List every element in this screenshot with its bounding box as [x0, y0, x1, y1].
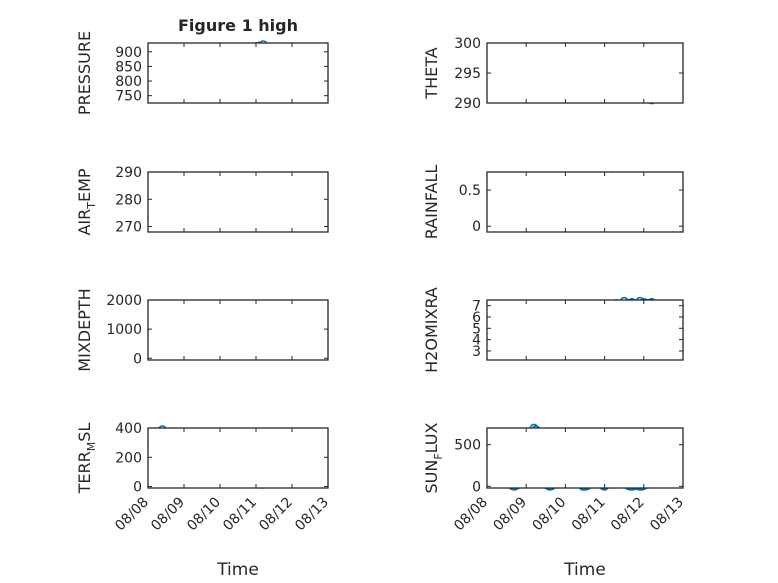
- y-tick-label: 850: [115, 59, 142, 75]
- x-tick-label: 08/13: [292, 494, 332, 534]
- y-axis-label: AIRTEMP: [75, 168, 98, 235]
- subplot-theta: 290 295 300 THETA: [422, 36, 684, 112]
- y-tick-label: 1000: [106, 322, 142, 338]
- subplot-air-temp: 270 280 290 AIRTEMP: [75, 165, 329, 236]
- subplot-rainfall: 0 0.5 RAINFALL: [422, 165, 684, 240]
- y-tick-label: 800: [115, 74, 142, 90]
- y-axis-label: TERRMSL: [75, 423, 98, 495]
- y-axis-label: PRESSURE: [75, 31, 94, 115]
- y-axis-label: H2OMIXRA: [422, 287, 441, 373]
- y-tick-label: 0: [472, 479, 481, 495]
- x-tick-label: 08/09: [490, 494, 530, 534]
- y-tick-label: 0.5: [459, 183, 481, 199]
- x-tick-label: 08/12: [256, 494, 296, 534]
- y-tick-label: 0: [472, 219, 481, 235]
- y-tick-label: 280: [115, 192, 142, 208]
- y-tick-label: 900: [115, 45, 142, 61]
- y-tick-label: 400: [115, 421, 142, 437]
- y-tick-label: 5: [472, 321, 481, 337]
- y-tick-label: 4: [472, 333, 481, 349]
- y-tick-label: 3: [472, 344, 481, 360]
- axes-frame: [147, 299, 329, 361]
- y-axis-label: SUNFLUX: [422, 422, 445, 493]
- axes-frame: [486, 427, 684, 489]
- subplot-sun-flux: 0 500 08/08 08/09 08/10 08/11 08/12 08/13 Time SU…: [422, 422, 687, 580]
- x-tick-label: 08/09: [148, 494, 188, 534]
- y-tick-label: 300: [454, 36, 481, 52]
- y-tick-label: 290: [115, 165, 142, 181]
- x-axis-label: Time: [216, 560, 259, 580]
- x-tick-label: 08/12: [608, 494, 648, 534]
- y-tick-label: 750: [115, 89, 142, 105]
- axes-frame: [147, 427, 329, 489]
- y-tick-label: 295: [454, 66, 481, 82]
- axes-frame: [486, 171, 684, 233]
- y-tick-label: 6: [472, 310, 481, 326]
- y-tick-label: 0: [133, 351, 142, 367]
- y-tick-label: 200: [115, 450, 142, 466]
- y-tick-label: 270: [115, 220, 142, 236]
- x-tick-label: 08/10: [184, 494, 224, 534]
- axes-frame: [486, 42, 684, 104]
- y-axis-label: MIXDEPTH: [75, 288, 94, 371]
- chart-title: Figure 1 high: [178, 16, 298, 35]
- x-tick-label: 08/08: [112, 494, 152, 534]
- x-tick-label: 08/11: [220, 494, 260, 534]
- axes-frame: [147, 171, 329, 233]
- x-tick-label: 08/08: [451, 494, 491, 534]
- y-tick-label: 0: [133, 480, 142, 496]
- axes-frame: [486, 299, 684, 361]
- x-tick-label: 08/11: [569, 494, 609, 534]
- y-tick-label: 7: [472, 299, 481, 315]
- x-tick-label: 08/10: [530, 494, 570, 534]
- x-axis-label: Time: [563, 560, 606, 580]
- y-axis-label: THETA: [422, 47, 441, 99]
- y-tick-label: 500: [454, 438, 481, 454]
- y-tick-label: 290: [454, 96, 481, 112]
- y-tick-label: 2000: [106, 293, 142, 309]
- subplot-mixdepth: 0 1000 2000 MIXDEPTH: [75, 288, 329, 372]
- y-axis-label: RAINFALL: [422, 165, 441, 240]
- axes-frame: [147, 42, 329, 104]
- x-tick-label: 08/13: [647, 494, 687, 534]
